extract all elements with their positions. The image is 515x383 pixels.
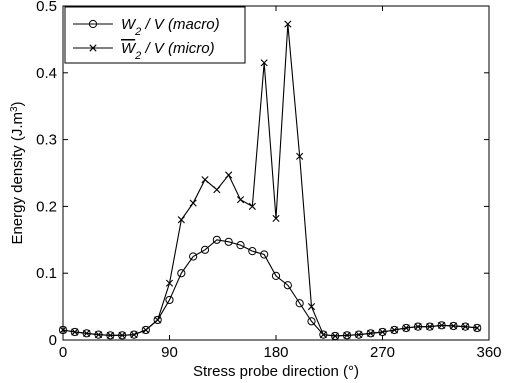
x-marker: [260, 59, 268, 67]
legend-rest: / V (micro): [141, 40, 214, 57]
x-marker: [177, 216, 185, 224]
legend-circle-marker: [88, 19, 98, 29]
circle-marker: [390, 325, 399, 335]
x-marker: [59, 326, 67, 334]
x-marker: [154, 316, 162, 324]
x-marker: [165, 279, 174, 287]
y-tick-label: 0.5: [36, 0, 57, 15]
x-marker: [402, 324, 410, 332]
legend-symbol: W: [121, 40, 137, 57]
x-marker: [319, 331, 327, 339]
x-marker: [473, 324, 481, 332]
y-tick-label: 0.2: [36, 198, 57, 215]
y-axis-title: Energy density (J.m3): [9, 101, 27, 244]
x-tick-label: 0: [59, 344, 67, 361]
circle-marker: [200, 245, 210, 254]
y-axis: 0 0.1 0.2 0.3 0.4 0.5: [36, 0, 489, 349]
circle-marker: [271, 271, 281, 280]
x-marker: [118, 331, 126, 339]
x-marker: [355, 331, 363, 339]
legend-item: W2 / V (macro): [73, 16, 220, 38]
circle-marker: [283, 281, 292, 290]
y-axis-title-superscript: 3: [9, 106, 20, 112]
x-marker: [213, 186, 221, 194]
legend: W2 / V (macro)W2 / V (micro): [64, 6, 246, 64]
x-axis: 0 90 180 270 360: [59, 6, 502, 361]
x-tick-label: 270: [370, 344, 395, 361]
x-tick-label: 90: [161, 344, 178, 361]
x-marker: [426, 323, 434, 331]
x-marker: [414, 323, 422, 331]
x-marker: [201, 176, 209, 184]
x-marker: [461, 323, 469, 331]
x-marker: [449, 322, 458, 330]
y-axis-title-main: Energy density (J.m: [9, 112, 26, 245]
series-layer: [58, 20, 482, 341]
x-marker: [438, 321, 446, 329]
legend-symbol: W: [121, 16, 137, 33]
x-marker: [142, 326, 150, 334]
circle-marker: [58, 325, 68, 335]
x-marker: [71, 328, 79, 336]
circle-marker: [141, 325, 150, 335]
legend-item: W2 / V (micro): [73, 40, 215, 62]
x-axis-title: Stress probe direction (°): [193, 363, 359, 380]
series-line: [62, 23, 478, 337]
legend-label: W2 / V (micro): [121, 40, 215, 62]
y-tick-label: 0.4: [36, 65, 57, 82]
circle-marker: [260, 250, 269, 259]
x-marker: [94, 331, 103, 339]
circle-marker: [212, 235, 221, 244]
circle-marker: [236, 241, 245, 250]
x-marker: [225, 171, 233, 179]
circle-marker: [153, 315, 162, 325]
y-axis-title-close: ): [9, 101, 26, 106]
circle-marker: [224, 237, 233, 246]
x-marker: [343, 331, 351, 339]
legend-x-marker: [89, 44, 97, 52]
legend-subscript: 2: [134, 26, 141, 38]
y-tick-label: 0.1: [36, 265, 57, 282]
x-marker: [331, 332, 339, 340]
x-marker: [307, 303, 316, 311]
x-marker: [130, 331, 138, 339]
circle-marker: [189, 252, 198, 261]
x-marker: [83, 329, 91, 337]
x-marker: [272, 214, 280, 223]
x-marker: [248, 202, 256, 210]
x-marker: [236, 196, 245, 204]
legend-label: W2 / V (macro): [121, 16, 220, 38]
circle-marker: [248, 247, 257, 256]
x-marker: [378, 328, 387, 336]
x-marker: [284, 20, 292, 28]
legend-box: [64, 6, 246, 64]
series-micro: [59, 20, 481, 340]
x-marker: [390, 326, 398, 334]
circle-marker: [307, 317, 316, 326]
x-marker: [296, 152, 304, 160]
x-marker: [189, 199, 197, 207]
y-tick-label: 0: [49, 332, 57, 349]
x-marker: [367, 329, 375, 337]
x-tick-label: 180: [263, 344, 288, 361]
circle-marker: [295, 299, 304, 308]
legend-subscript: 2: [134, 50, 141, 62]
x-tick-label: 360: [476, 344, 501, 361]
circle-marker: [177, 269, 186, 278]
y-tick-label: 0.3: [36, 132, 57, 149]
x-marker: [106, 331, 114, 339]
legend-rest: / V (macro): [141, 16, 219, 33]
circle-marker: [165, 295, 174, 305]
